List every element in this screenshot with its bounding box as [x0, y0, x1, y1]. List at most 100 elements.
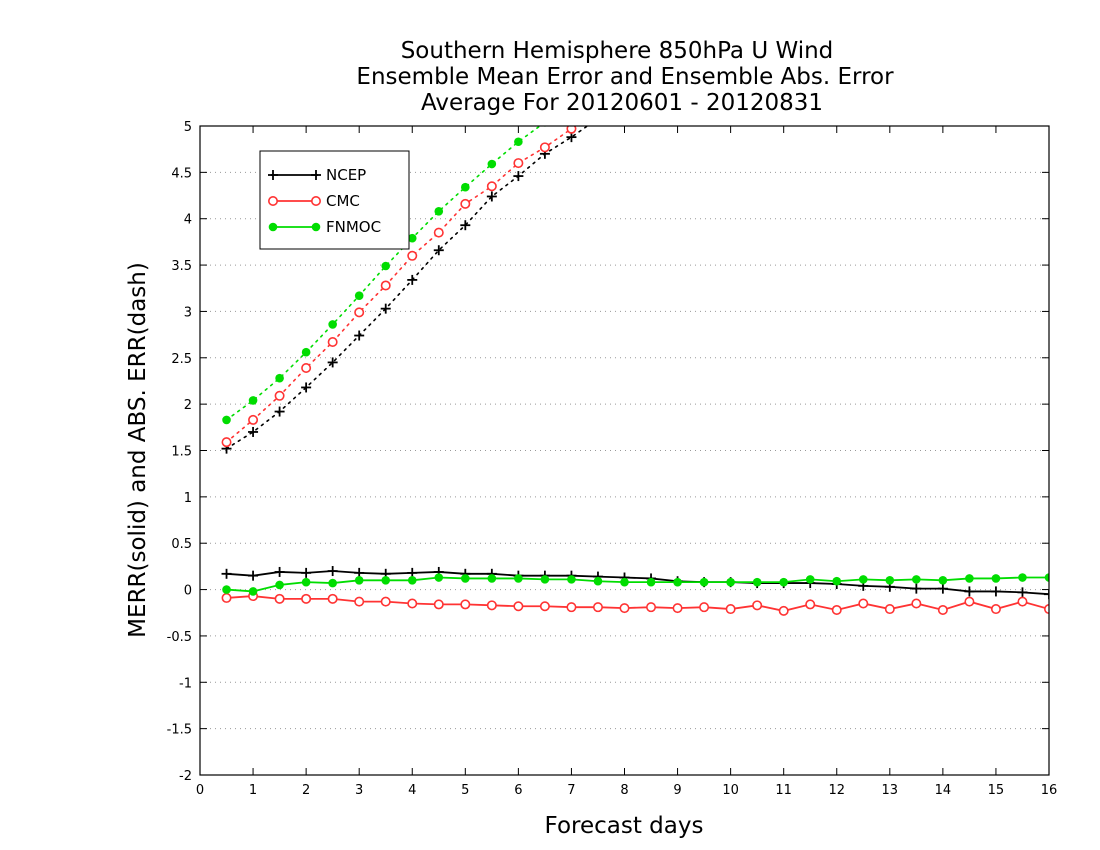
x-tick-label: 6 [514, 783, 522, 798]
cmc-abs-err-point [539, 142, 550, 153]
cmc-merr-point [699, 602, 710, 613]
ncep-abs-err-point [513, 171, 524, 182]
cmc-merr-point [592, 602, 603, 613]
fnmoc-abs-err-point [328, 320, 337, 329]
y-tick-label: 5 [184, 120, 192, 135]
fnmoc-abs-err-point [381, 261, 391, 271]
legend-cmc-marker [310, 196, 321, 207]
ncep-merr-point [1044, 589, 1049, 600]
fnmoc-merr-point [752, 577, 762, 587]
gridlines [200, 171, 1049, 730]
fnmoc-merr-point [1044, 573, 1049, 582]
x-axis-label: Forecast days [545, 813, 704, 839]
cmc-merr-point [221, 592, 232, 603]
cmc-merr-point [327, 593, 338, 604]
fnmoc-merr-point [248, 587, 258, 596]
x-tick-label: 14 [935, 783, 952, 798]
fnmoc-merr-line [226, 576, 1049, 593]
y-tick-label: 2 [184, 398, 192, 413]
title-line-2: Ensemble Mean Error and Ensemble Abs. Er… [356, 64, 894, 90]
cmc-merr-point [752, 600, 763, 611]
x-tick-label: 3 [355, 783, 363, 798]
x-tick-label: 1 [249, 783, 257, 798]
y-tick-label: 3.5 [171, 259, 192, 274]
fnmoc-merr-point [301, 577, 311, 587]
x-tick-label: 12 [828, 783, 845, 798]
cmc-abs-err-point [433, 227, 444, 238]
cmc-merr-point [407, 598, 418, 609]
x-tick-label: 4 [408, 783, 416, 798]
cmc-abs-err-point [327, 337, 338, 348]
x-tick-label: 2 [302, 783, 310, 798]
cmc-merr-point [539, 601, 550, 612]
ncep-merr-point [990, 586, 1001, 597]
ncep-merr-point [248, 570, 259, 581]
y-axis-label: MERR(solid) and ABS. ERR(dash) [125, 262, 151, 638]
fnmoc-merr-point [912, 575, 921, 584]
y-tick-label: 4 [184, 213, 192, 228]
cmc-merr-point [937, 604, 948, 615]
cmc-merr-point [433, 599, 444, 610]
legend-ncep-marker [268, 170, 278, 180]
fnmoc-merr-point [1018, 573, 1027, 582]
ncep-merr-point [911, 583, 922, 594]
fnmoc-merr-point [726, 577, 735, 587]
legend-ncep-label: NCEP [326, 166, 366, 184]
cmc-merr-point [274, 593, 285, 604]
ncep-abs-err-point [433, 245, 444, 256]
x-tick-label: 8 [620, 783, 628, 798]
fnmoc-abs-err-point [354, 291, 364, 300]
ncep-merr-point [301, 567, 312, 578]
x-tick-label: 0 [196, 783, 204, 798]
fnmoc-merr-point [593, 576, 603, 586]
cmc-merr-point [964, 596, 975, 607]
ncep-merr-point [964, 586, 975, 597]
fnmoc-merr-point [222, 585, 231, 594]
cmc-abs-err-point [380, 280, 391, 291]
y-tick-label: -1 [179, 676, 192, 691]
fnmoc-merr-point [328, 578, 337, 588]
legend-fnmoc-marker [268, 222, 278, 232]
cmc-abs-err-point [486, 181, 497, 192]
chart-title: Southern Hemisphere 850hPa U Wind Ensemb… [356, 38, 894, 116]
fnmoc-merr-point [381, 576, 391, 585]
cmc-merr-line [226, 595, 1049, 612]
cmc-abs-err-point [566, 126, 577, 134]
fnmoc-merr-point [461, 574, 470, 583]
x-tick-label: 15 [988, 783, 1005, 798]
legend-cmc-label: CMC [326, 192, 360, 210]
cmc-merr-point [1044, 604, 1049, 615]
y-tick-label: 4.5 [171, 166, 192, 181]
cmc-abs-err-point [248, 414, 259, 425]
fnmoc-abs-err-point [407, 233, 417, 243]
cmc-merr-point [619, 603, 630, 614]
cmc-merr-point [884, 604, 895, 615]
fnmoc-merr-point [434, 573, 444, 582]
x-tick-label: 5 [461, 783, 469, 798]
ncep-abs-err-point [248, 426, 259, 437]
ncep-abs-err-point [486, 191, 497, 202]
cmc-abs-err-point [460, 198, 471, 209]
ncep-abs-err-point [354, 330, 365, 341]
fnmoc-abs-err-point [275, 373, 284, 383]
fnmoc-merr-point [407, 576, 417, 585]
cmc-merr-point [990, 604, 1001, 615]
cmc-merr-point [858, 598, 869, 609]
fnmoc-abs-err-point [487, 159, 497, 169]
y-tick-label: 1 [184, 491, 192, 506]
ncep-abs-err-point [460, 220, 471, 231]
fnmoc-merr-point [699, 577, 709, 587]
y-tick-label: -1.5 [167, 723, 192, 738]
ncep-merr-point [221, 568, 232, 579]
x-tick-label: 13 [882, 783, 899, 798]
cmc-merr-point [460, 599, 471, 610]
fnmoc-abs-err-point [514, 137, 523, 147]
fnmoc-abs-err-point [222, 415, 231, 425]
fnmoc-abs-err-point [248, 396, 258, 405]
fnmoc-merr-point [487, 574, 497, 583]
y-tick-label: 3 [184, 305, 192, 320]
y-tick-label: 0.5 [171, 537, 192, 552]
cmc-merr-point [725, 604, 736, 615]
legend-fnmoc-marker [311, 222, 321, 232]
